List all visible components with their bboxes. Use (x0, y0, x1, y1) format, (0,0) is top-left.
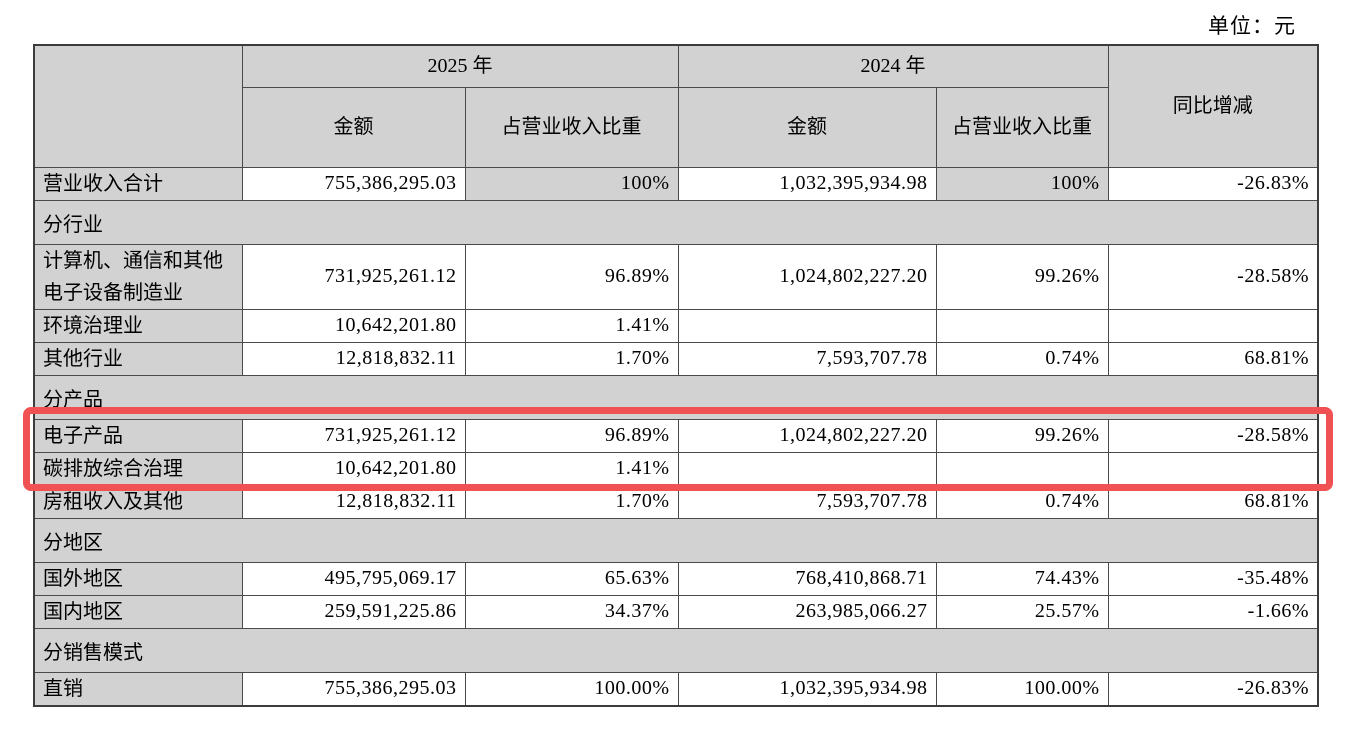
value-cell: 12,818,832.11 (241, 341, 466, 376)
table-row: 电子产品 731,925,261.12 96.89% 1,024,802,227.20… (33, 418, 1319, 453)
section-row: 分行业 (33, 199, 1319, 245)
value-cell: 96.89% (464, 243, 679, 310)
table-row: 计算机、通信和其他电子设备制造业 731,925,261.12 96.89% 1,02… (33, 243, 1319, 310)
value-cell: 1,032,395,934.98 (677, 671, 937, 706)
header-row-subcolumns: 金额 占营业收入比重 金额 占营业收入比重 (34, 86, 1318, 168)
value-cell: -28.58% (1107, 243, 1319, 310)
value-cell: 12,818,832.11 (241, 484, 466, 519)
value-cell: 0.74% (935, 484, 1109, 519)
value-cell: 768,410,868.71 (677, 561, 937, 596)
table-header: 2025 年 2024 年 同比增减 金额 占营业收入比重 金额 占营业收入比重 (33, 44, 1319, 168)
value-cell: 7,593,707.78 (677, 341, 937, 376)
header-ratio-2025: 占营业收入比重 (464, 86, 679, 168)
value-cell: 68.81% (1107, 341, 1319, 376)
section-label: 分销售模式 (33, 627, 1319, 673)
value-cell (677, 451, 937, 486)
value-cell: 731,925,261.12 (241, 418, 466, 453)
section-row: 分产品 (33, 374, 1319, 420)
value-cell: 100% (935, 166, 1109, 201)
value-cell: 1,032,395,934.98 (677, 166, 937, 201)
header-yoy-change: 同比增减 (1107, 44, 1319, 168)
value-cell (1107, 451, 1319, 486)
row-label: 电子产品 (33, 418, 243, 453)
value-cell: -26.83% (1107, 671, 1319, 706)
value-cell: 755,386,295.03 (241, 671, 466, 706)
value-cell: -26.83% (1107, 166, 1319, 201)
value-cell: 96.89% (464, 418, 679, 453)
value-cell: 1.70% (464, 341, 679, 376)
row-label: 碳排放综合治理 (33, 451, 243, 486)
value-cell: 1,024,802,227.20 (677, 418, 937, 453)
header-amount-2024: 金额 (677, 86, 937, 168)
value-cell: 100.00% (935, 671, 1109, 706)
unit-label: 单位：元 (1208, 14, 1296, 38)
value-cell: -1.66% (1107, 594, 1319, 629)
table-row: 环境治理业 10,642,201.80 1.41% (33, 308, 1319, 343)
table-row: 其他行业 12,818,832.11 1.70% 7,593,707.78 0.74% 6… (33, 341, 1319, 376)
row-label: 国内地区 (33, 594, 243, 629)
value-cell: 74.43% (935, 561, 1109, 596)
value-cell: 1.41% (464, 451, 679, 486)
header-ratio-2024: 占营业收入比重 (935, 86, 1109, 168)
value-cell: 10,642,201.80 (241, 308, 466, 343)
value-cell: 25.57% (935, 594, 1109, 629)
value-cell: 495,795,069.17 (241, 561, 466, 596)
table-row: 碳排放综合治理 10,642,201.80 1.41% (33, 451, 1319, 486)
value-cell: 259,591,225.86 (241, 594, 466, 629)
value-cell: 7,593,707.78 (677, 484, 937, 519)
row-label: 其他行业 (33, 341, 243, 376)
value-cell: 1,024,802,227.20 (677, 243, 937, 310)
header-blank-cell (33, 44, 243, 168)
value-cell: -35.48% (1107, 561, 1319, 596)
row-label: 直销 (33, 671, 243, 706)
table-row: 国内地区 259,591,225.86 34.37% 263,985,066.27 25… (33, 594, 1319, 629)
section-row: 分销售模式 (33, 627, 1319, 673)
value-cell: 100.00% (464, 671, 679, 706)
section-label: 分行业 (33, 199, 1319, 245)
value-cell: 68.81% (1107, 484, 1319, 519)
value-cell: 0.74% (935, 341, 1109, 376)
value-cell: 1.70% (464, 484, 679, 519)
value-cell: 99.26% (935, 418, 1109, 453)
header-year-2025: 2025 年 (241, 44, 679, 88)
value-cell (935, 451, 1109, 486)
table-row: 房租收入及其他 12,818,832.11 1.70% 7,593,707.78 0.7… (33, 484, 1319, 519)
row-label: 国外地区 (33, 561, 243, 596)
header-row-years: 2025 年 2024 年 同比增减 (33, 44, 1319, 168)
row-label: 营业收入合计 (33, 166, 243, 201)
value-cell (1107, 308, 1319, 343)
section-label: 分地区 (33, 517, 1319, 563)
revenue-breakdown-table: 2025 年 2024 年 同比增减 金额 占营业收入比重 金额 占营业收入比重… (33, 44, 1319, 707)
table-row: 营业收入合计 755,386,295.03 100% 1,032,395,934.98… (33, 166, 1319, 201)
value-cell (935, 308, 1109, 343)
header-amount-2025: 金额 (241, 86, 466, 168)
row-label: 环境治理业 (33, 308, 243, 343)
value-cell: 263,985,066.27 (677, 594, 937, 629)
value-cell: 731,925,261.12 (241, 243, 466, 310)
value-cell: 100% (464, 166, 679, 201)
value-cell: 755,386,295.03 (241, 166, 466, 201)
value-cell: 65.63% (464, 561, 679, 596)
row-label: 计算机、通信和其他电子设备制造业 (33, 243, 243, 310)
section-row: 分地区 (33, 517, 1319, 563)
section-label: 分产品 (33, 374, 1319, 420)
table-row: 直销 755,386,295.03 100.00% 1,032,395,934.98 1… (33, 671, 1319, 706)
table-row: 国外地区 495,795,069.17 65.63% 768,410,868.71 74… (33, 561, 1319, 596)
value-cell: 34.37% (464, 594, 679, 629)
value-cell: 1.41% (464, 308, 679, 343)
row-label: 房租收入及其他 (33, 484, 243, 519)
table-body: 营业收入合计 755,386,295.03 100% 1,032,395,934.98… (33, 166, 1319, 706)
value-cell: 99.26% (935, 243, 1109, 310)
value-cell: -28.58% (1107, 418, 1319, 453)
value-cell (677, 308, 937, 343)
value-cell: 10,642,201.80 (241, 451, 466, 486)
header-year-2024: 2024 年 (677, 44, 1109, 88)
